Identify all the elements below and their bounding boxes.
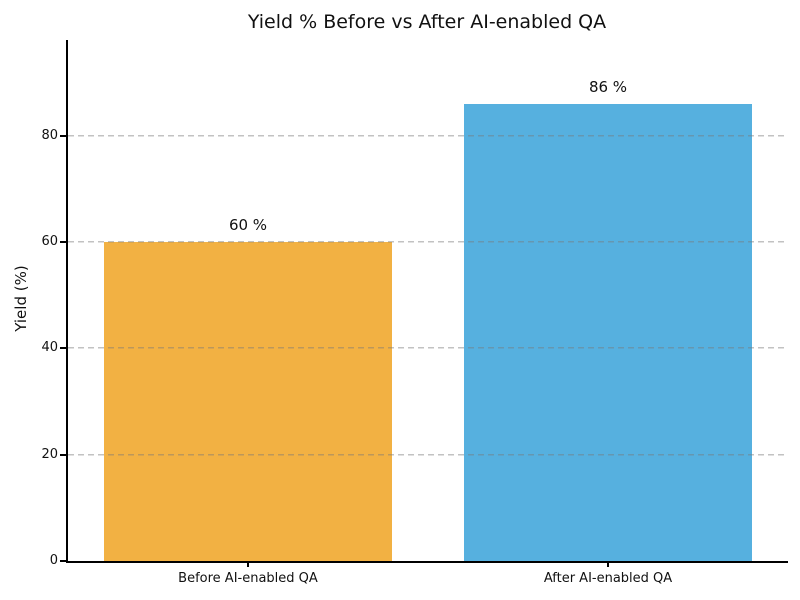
chart-title: Yield % Before vs After AI-enabled QA xyxy=(247,11,607,33)
bar-value-label: 60 % xyxy=(228,216,268,234)
gridline xyxy=(68,347,788,349)
y-tick-label: 80 xyxy=(41,128,58,143)
y-tick-label: 40 xyxy=(41,340,58,355)
y-tick-mark xyxy=(60,347,66,349)
y-tick-mark xyxy=(60,241,66,243)
x-tick-label: After AI-enabled QA xyxy=(543,571,673,586)
x-tick-mark xyxy=(607,561,609,567)
gridline xyxy=(68,454,788,456)
gridline xyxy=(68,135,788,137)
x-tick-mark xyxy=(247,561,249,567)
x-tick-label: Before AI-enabled QA xyxy=(178,571,318,586)
gridline xyxy=(68,241,788,243)
y-tick-label: 60 xyxy=(41,234,58,249)
bar-value-label: 86 % xyxy=(588,78,628,96)
plot-area xyxy=(66,40,788,563)
y-tick-label: 20 xyxy=(41,447,58,462)
y-tick-mark xyxy=(60,454,66,456)
bar-0 xyxy=(104,242,392,561)
y-tick-mark xyxy=(60,135,66,137)
bar-1 xyxy=(464,104,752,561)
y-axis-label: Yield (%) xyxy=(12,265,30,332)
y-tick-label: 0 xyxy=(49,553,58,568)
y-tick-mark xyxy=(60,560,66,562)
